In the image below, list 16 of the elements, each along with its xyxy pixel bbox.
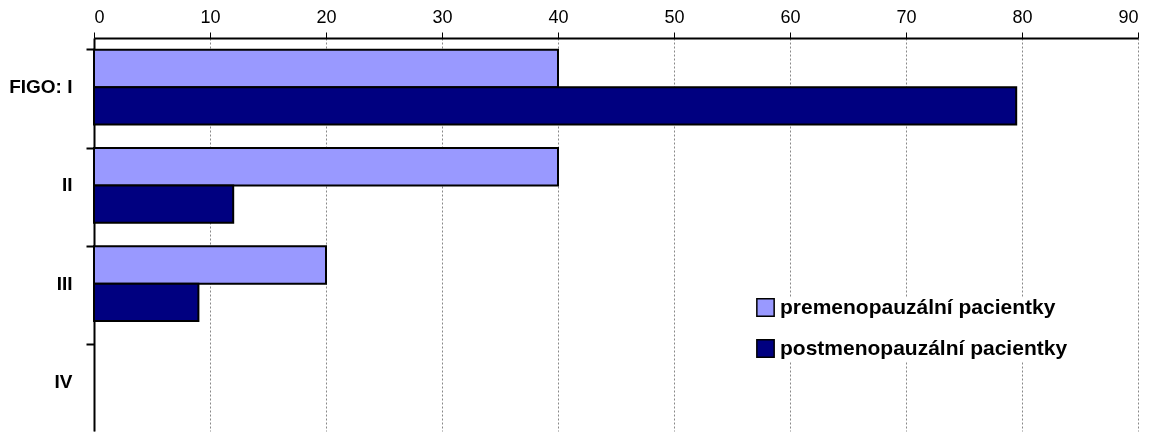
x-tick-label: 20 xyxy=(316,6,337,27)
x-tick-label: 30 xyxy=(432,6,453,27)
x-tick-label: 70 xyxy=(896,6,917,27)
y-tick-label: IV xyxy=(54,370,73,392)
x-tick-label: 90 xyxy=(1118,6,1139,27)
x-tick-label: 40 xyxy=(548,6,569,27)
y-tick-label: III xyxy=(56,272,73,294)
x-tick-label: 50 xyxy=(664,6,685,27)
x-tick-label: 0 xyxy=(94,6,105,27)
y-tick-label: FIGO: I xyxy=(9,76,73,98)
legend-label: postmenopauzální pacientky xyxy=(780,335,1068,359)
x-tick-label: 80 xyxy=(1012,6,1033,27)
x-tick-label: 60 xyxy=(780,6,801,27)
x-tick-label: 10 xyxy=(200,6,221,27)
y-tick-label: II xyxy=(61,174,73,196)
legend-label: premenopauzální pacientky xyxy=(780,294,1056,318)
